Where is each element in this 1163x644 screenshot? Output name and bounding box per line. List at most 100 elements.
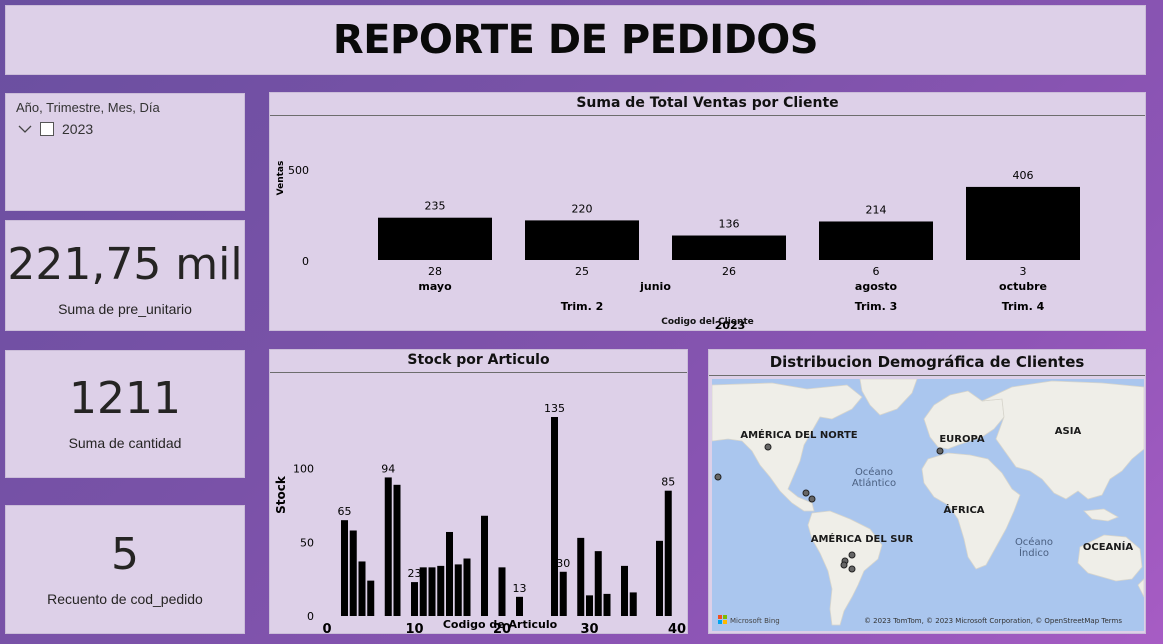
stock-x-tick: 40 [668, 622, 686, 633]
stock-bar[interactable] [629, 592, 637, 616]
sales-bar[interactable] [966, 186, 1080, 260]
stock-bar[interactable] [559, 571, 567, 616]
land-asia [981, 380, 1144, 500]
stock-bar[interactable] [516, 596, 523, 616]
sales-month-label: junio [639, 280, 671, 293]
map-point[interactable] [802, 489, 810, 497]
sales-chart-title: Suma de Total Ventas por Cliente [270, 93, 1145, 116]
stock-bar[interactable] [551, 417, 558, 616]
stock-y-tick: 50 [300, 536, 314, 549]
bing-label: Microsoft Bing [730, 617, 780, 625]
chevron-down-icon[interactable] [18, 122, 32, 136]
stock-bar[interactable] [454, 564, 462, 616]
map-point[interactable] [808, 495, 816, 503]
stock-x-axis-label: Codigo de Articulo [443, 618, 558, 631]
stock-bar[interactable] [656, 540, 663, 616]
map-attribution[interactable]: © 2023 TomTom, © 2023 Microsoft Corporat… [864, 617, 1122, 625]
stock-bar[interactable] [498, 567, 506, 616]
stock-bar[interactable] [594, 551, 602, 616]
stock-x-tick: 0 [322, 622, 331, 633]
stock-bar[interactable] [428, 567, 436, 616]
kpi-value: 1211 [69, 373, 181, 424]
report-title: REPORTE DE PEDIDOS [332, 17, 819, 63]
sales-bar[interactable] [672, 235, 786, 260]
sales-quarter-label: Trim. 3 [855, 300, 898, 313]
map-label-europe: EUROPA [939, 434, 985, 445]
stock-bar[interactable] [437, 565, 445, 616]
kpi-value: 5 [111, 528, 139, 580]
sales-y-tick-500: 500 [288, 164, 309, 177]
map-point[interactable] [714, 473, 722, 481]
sales-x-tick: 3 [1020, 265, 1027, 278]
land-europe [923, 390, 1005, 450]
stock-bar[interactable] [586, 595, 593, 616]
sales-x-tick: 28 [428, 265, 442, 278]
kpi-label: Suma de pre_unitario [58, 300, 192, 317]
stock-y-tick: 0 [307, 610, 314, 623]
map-label-africa: ÁFRICA [943, 503, 984, 516]
map-label-indian-1: Océano [1015, 536, 1053, 548]
world-map-svg[interactable]: AMÉRICA DEL NORTE EUROPA ASIA ÁFRICA AMÉ… [712, 379, 1144, 631]
kpi-label: Suma de cantidad [68, 435, 182, 451]
stock-bar[interactable] [384, 477, 392, 616]
stock-bar-value: 23 [408, 567, 422, 580]
stock-bar[interactable] [463, 558, 471, 616]
stock-bar[interactable] [577, 537, 585, 616]
stock-bar[interactable] [481, 515, 488, 616]
slicer-item-2023[interactable]: 2023 [18, 121, 234, 137]
stock-chart-card: Stock por Articulo Stock 100 50 0 65 94 23 13… [269, 349, 688, 637]
stock-bar[interactable] [603, 593, 611, 616]
land-africa [921, 452, 1021, 570]
sales-month-label: agosto [855, 280, 898, 293]
sales-quarter-label: Trim. 4 [1002, 300, 1045, 313]
sales-x-tick: 25 [575, 265, 589, 278]
sales-bar-value: 220 [572, 202, 593, 215]
stock-bar[interactable] [664, 490, 672, 616]
stock-bar[interactable] [419, 567, 427, 616]
sales-bar[interactable] [819, 221, 933, 260]
stock-bar[interactable] [621, 565, 628, 616]
map-point[interactable] [840, 561, 848, 569]
sales-bar-value: 235 [425, 200, 446, 213]
sales-month-label: octubre [999, 280, 1047, 293]
map-label-atlantic-2: Atlántico [852, 477, 896, 489]
stock-bar-value: 85 [661, 476, 675, 489]
sales-y-tick-0: 0 [302, 255, 309, 268]
sales-bar[interactable] [525, 220, 639, 260]
stock-bar-value: 94 [381, 462, 395, 475]
stock-bar[interactable] [393, 484, 401, 616]
stock-bar[interactable] [367, 580, 375, 616]
slicer-item-label: 2023 [62, 121, 94, 137]
world-map[interactable]: AMÉRICA DEL NORTE EUROPA ASIA ÁFRICA AMÉ… [712, 379, 1144, 631]
map-label-oceania: OCEANÍA [1083, 540, 1134, 553]
slicer-checkbox[interactable] [40, 122, 54, 136]
stock-bar[interactable] [411, 582, 418, 616]
stock-bar[interactable] [341, 520, 348, 616]
land-indonesia [1083, 508, 1119, 522]
map-point[interactable] [848, 565, 856, 573]
kpi-value: 221,75 mil [7, 238, 243, 290]
map-title: Distribucion Demográfica de Clientes [709, 350, 1145, 376]
stock-bar[interactable] [349, 530, 357, 616]
map-point[interactable] [848, 551, 856, 559]
map-point[interactable] [936, 447, 944, 455]
kpi-card-cantidad: 1211 Suma de cantidad [5, 350, 245, 478]
date-slicer[interactable]: Año, Trimestre, Mes, Día 2023 [5, 93, 245, 211]
kpi-card-cod-pedido: 5 Recuento de cod_pedido [5, 505, 245, 634]
land-new-zealand [1137, 578, 1144, 598]
sales-bar-value: 214 [866, 203, 887, 216]
map-point[interactable] [764, 443, 772, 451]
sales-bar-chart[interactable]: Ventas 500 0 235 28 220 25 136 26 214 6 406 3 mayo… [270, 116, 1145, 332]
map-label-asia: ASIA [1055, 426, 1082, 437]
sales-chart-card: Suma de Total Ventas por Cliente Ventas … [269, 92, 1146, 332]
land-australia [1077, 534, 1143, 582]
land-north-america [712, 382, 863, 512]
stock-chart-title: Stock por Articulo [270, 350, 687, 373]
sales-month-label: mayo [418, 280, 452, 293]
sales-bar-value: 406 [1013, 169, 1034, 182]
kpi-label: Recuento de cod_pedido [47, 590, 203, 607]
stock-bar[interactable] [446, 531, 453, 616]
stock-bar[interactable] [358, 561, 366, 616]
sales-bar[interactable] [378, 217, 492, 260]
